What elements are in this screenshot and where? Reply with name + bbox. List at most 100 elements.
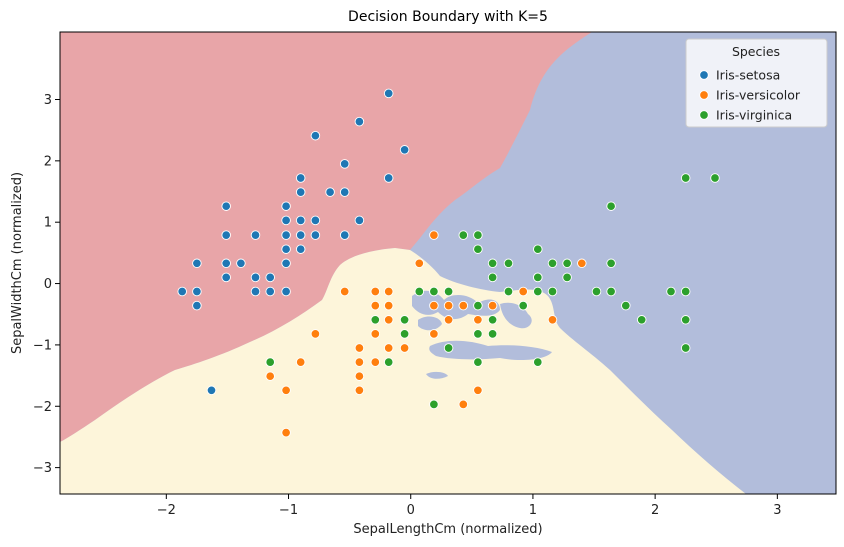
point-iris-versicolor — [443, 300, 454, 311]
point-iris-setosa — [354, 215, 365, 226]
point-iris-setosa — [310, 130, 321, 141]
point-iris-virginica — [680, 315, 691, 325]
point-iris-setosa — [295, 215, 306, 226]
point-iris-virginica — [429, 399, 439, 410]
legend-entries: Iris-setosa Iris-versicolor Iris-virginica — [699, 68, 801, 123]
point-iris-virginica — [710, 173, 720, 183]
point-iris-setosa — [354, 116, 365, 127]
x-tick-label: 0 — [407, 503, 415, 518]
point-iris-setosa — [265, 272, 275, 283]
point-iris-setosa — [383, 88, 394, 99]
point-iris-versicolor — [281, 427, 291, 438]
point-iris-versicolor — [383, 300, 394, 311]
x-tick-label: −2 — [157, 503, 176, 518]
point-iris-versicolor — [383, 343, 394, 353]
point-iris-virginica — [443, 286, 454, 297]
point-iris-virginica — [680, 343, 691, 353]
point-iris-virginica — [429, 286, 439, 297]
point-iris-versicolor — [443, 315, 454, 325]
point-iris-setosa — [281, 230, 291, 240]
point-iris-virginica — [503, 286, 514, 297]
point-iris-setosa — [281, 201, 291, 211]
point-iris-setosa — [295, 244, 306, 254]
y-tick-label: −2 — [33, 400, 52, 415]
point-iris-virginica — [606, 286, 616, 297]
point-iris-versicolor — [518, 286, 528, 297]
point-iris-virginica — [265, 357, 275, 367]
point-iris-versicolor — [429, 300, 439, 311]
y-tick-label: −3 — [33, 461, 52, 476]
y-tick-label: 3 — [44, 93, 52, 108]
point-iris-setosa — [383, 173, 394, 183]
point-iris-versicolor — [399, 343, 410, 353]
point-iris-virginica — [473, 357, 483, 367]
point-iris-setosa — [295, 230, 306, 240]
y-tick-label: 0 — [44, 277, 52, 292]
point-iris-virginica — [503, 258, 514, 269]
point-iris-setosa — [206, 385, 217, 396]
x-tick-label: 3 — [773, 503, 781, 518]
point-iris-virginica — [606, 201, 616, 211]
point-iris-virginica — [518, 300, 528, 311]
point-iris-virginica — [399, 329, 410, 339]
region-versicolor — [60, 248, 746, 494]
point-iris-virginica — [383, 357, 394, 367]
point-iris-setosa — [325, 187, 335, 197]
point-iris-virginica — [680, 173, 691, 183]
point-iris-setosa — [310, 215, 321, 226]
legend-box — [685, 38, 828, 128]
point-iris-virginica — [473, 300, 483, 311]
region-virginica-island-4 — [429, 340, 552, 360]
point-iris-setosa — [250, 286, 261, 297]
point-iris-versicolor — [370, 329, 381, 339]
point-iris-setosa — [339, 187, 350, 197]
point-iris-setosa — [281, 286, 291, 297]
legend-title: Species — [732, 44, 780, 59]
point-iris-virginica — [533, 272, 543, 283]
point-iris-setosa — [250, 230, 261, 240]
point-iris-virginica — [458, 230, 469, 240]
region-virginica-island-3 — [418, 316, 442, 331]
point-iris-versicolor — [577, 258, 587, 269]
point-iris-setosa — [192, 258, 202, 269]
y-tick-label: 2 — [44, 154, 52, 169]
x-tick-label: 2 — [651, 503, 659, 518]
point-iris-virginica — [533, 357, 543, 367]
point-iris-setosa — [221, 258, 231, 269]
point-iris-virginica — [547, 258, 558, 269]
point-iris-versicolor — [414, 258, 425, 269]
point-iris-versicolor — [487, 300, 498, 311]
region-virginica-island-1 — [412, 290, 500, 320]
point-iris-virginica — [680, 286, 691, 297]
point-iris-versicolor — [354, 371, 365, 381]
point-iris-versicolor — [354, 357, 365, 367]
point-iris-virginica — [473, 230, 483, 240]
point-iris-setosa — [177, 286, 187, 297]
legend-label: Iris-versicolor — [716, 88, 801, 103]
point-iris-versicolor — [281, 385, 291, 396]
point-iris-versicolor — [383, 315, 394, 325]
point-iris-virginica — [487, 272, 498, 283]
point-iris-virginica — [487, 329, 498, 339]
point-iris-setosa — [399, 145, 410, 155]
point-iris-virginica — [562, 272, 572, 283]
point-iris-virginica — [562, 258, 572, 269]
point-iris-versicolor — [370, 286, 381, 297]
x-tick-label: 1 — [529, 503, 537, 518]
chart-title: Decision Boundary with K=5 — [348, 9, 548, 25]
point-iris-virginica — [487, 258, 498, 269]
point-iris-versicolor — [310, 329, 321, 339]
point-iris-setosa — [221, 272, 231, 283]
legend-marker — [699, 70, 709, 80]
point-iris-setosa — [339, 159, 350, 169]
y-axis-label: SepalWidthCm (normalized) — [10, 172, 25, 354]
point-iris-versicolor — [429, 329, 439, 339]
point-iris-versicolor — [473, 385, 483, 396]
point-iris-virginica — [533, 244, 543, 254]
point-iris-setosa — [236, 258, 246, 269]
point-iris-virginica — [414, 286, 425, 297]
region-virginica-island-5 — [426, 371, 448, 379]
point-iris-setosa — [281, 258, 291, 269]
legend-marker — [699, 110, 709, 120]
